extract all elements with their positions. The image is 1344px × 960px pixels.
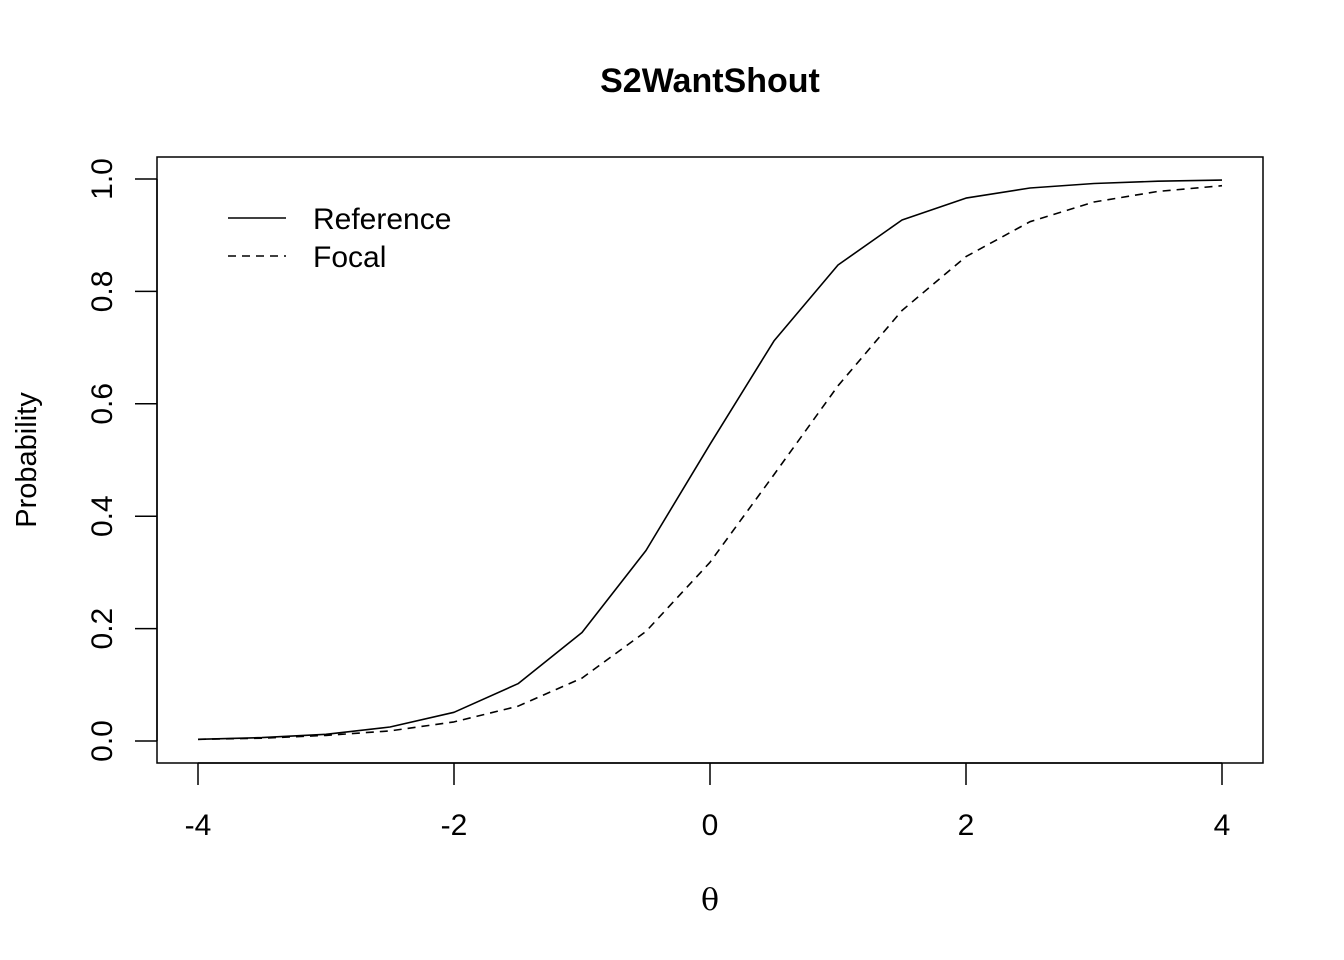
- y-tick-label: 0.6: [86, 383, 119, 425]
- x-tick-label: 2: [958, 809, 975, 842]
- y-axis: 0.0 0.2 0.4 0.6 0.8 1.0: [86, 158, 158, 762]
- x-tick-label: 0: [702, 809, 719, 842]
- series-layer: [197, 179, 1223, 741]
- x-axis: -4 -2 0 2 4: [185, 762, 1231, 842]
- series-line-focal: [197, 184, 1223, 741]
- y-tick-label: 0.4: [86, 495, 119, 537]
- x-tick-label: -2: [441, 809, 468, 842]
- legend-label-reference: Reference: [313, 203, 451, 236]
- y-tick-label: 0.8: [86, 271, 119, 313]
- y-tick-label: 0.0: [86, 720, 119, 762]
- series-line-reference: [197, 179, 1223, 741]
- y-tick-label: 0.2: [86, 608, 119, 650]
- x-tick-label: 4: [1214, 809, 1231, 842]
- legend: Reference Focal: [228, 203, 451, 274]
- y-axis-label: Probability: [11, 392, 43, 528]
- x-axis-label: θ: [701, 883, 719, 918]
- chart-title: S2WantShout: [600, 62, 820, 100]
- legend-label-focal: Focal: [313, 241, 386, 274]
- x-tick-label: -4: [185, 809, 212, 842]
- y-tick-label: 1.0: [86, 158, 119, 200]
